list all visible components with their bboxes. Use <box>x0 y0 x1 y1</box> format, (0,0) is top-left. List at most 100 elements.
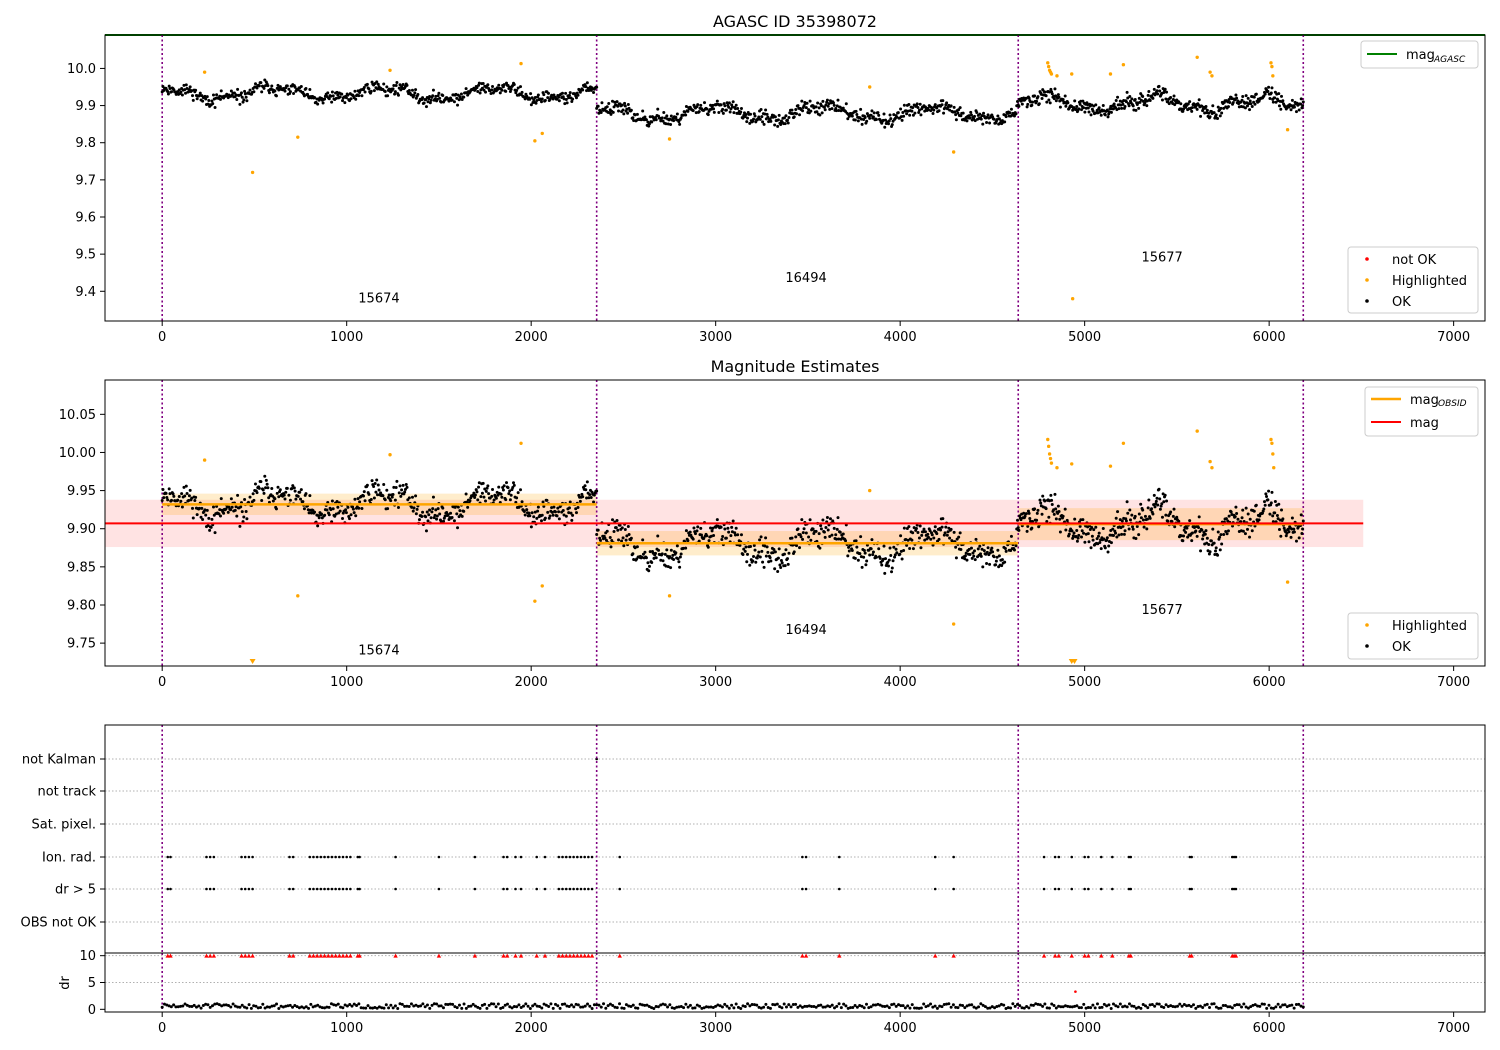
ok-point <box>733 533 737 537</box>
ok-point <box>1214 546 1218 550</box>
ok-point <box>905 112 909 116</box>
ok-point <box>717 111 721 115</box>
ok-point <box>481 82 485 86</box>
ok-point <box>316 524 320 528</box>
ok-point <box>724 536 728 540</box>
ok-point <box>588 493 592 497</box>
ok-point <box>694 111 698 115</box>
dr-point <box>631 1003 635 1007</box>
ok-point <box>625 107 629 111</box>
ok-point <box>475 86 479 90</box>
ok-point <box>721 107 725 111</box>
ok-point <box>761 120 765 124</box>
flag-point <box>208 887 212 891</box>
ok-point <box>259 81 263 85</box>
ok-point <box>1089 113 1093 117</box>
ok-point <box>890 123 894 127</box>
y-tick-label: 9.90 <box>67 522 96 537</box>
dr-point <box>583 1004 587 1008</box>
ok-point <box>898 552 902 556</box>
ok-point <box>982 111 986 115</box>
ok-point <box>363 90 367 94</box>
ok-point <box>392 485 396 489</box>
dr-point <box>1178 1002 1182 1006</box>
ok-point <box>610 539 614 543</box>
ok-point <box>344 511 348 515</box>
dr-point <box>1150 1002 1154 1006</box>
ok-point <box>483 487 487 491</box>
dr-point <box>1262 1002 1266 1006</box>
ok-point <box>484 489 488 493</box>
ok-point <box>979 117 983 121</box>
ok-point <box>477 485 481 489</box>
ok-point <box>1277 502 1281 506</box>
dr-point <box>261 1002 265 1006</box>
ok-point <box>661 559 665 563</box>
ok-point <box>874 555 878 559</box>
ok-point <box>1166 519 1170 523</box>
ok-point <box>523 513 527 517</box>
dr-point <box>588 1004 592 1008</box>
ok-point <box>410 88 414 92</box>
flag-point <box>502 887 505 891</box>
flag-point <box>308 855 312 859</box>
y-tick-label: 9.80 <box>67 598 96 613</box>
ok-point <box>943 106 947 110</box>
ok-point <box>198 94 202 98</box>
ok-point <box>757 550 761 554</box>
ok-point <box>264 478 268 482</box>
ok-point <box>688 530 692 534</box>
ok-point <box>1134 108 1138 112</box>
ok-point <box>1083 540 1087 544</box>
ok-point <box>631 552 635 556</box>
dr-point <box>275 1002 279 1006</box>
ok-point <box>1172 94 1176 98</box>
ok-point <box>166 90 170 94</box>
ok-point <box>1095 537 1099 541</box>
dr-clipped-marker <box>575 953 580 958</box>
ok-point <box>996 114 1000 118</box>
ok-point <box>184 83 188 87</box>
dr-point <box>366 1004 370 1008</box>
obsid-label: 15677 <box>1141 251 1182 266</box>
ok-point <box>391 492 395 496</box>
ok-point <box>491 84 495 88</box>
ok-point <box>937 537 941 541</box>
ok-point <box>474 488 478 492</box>
dr-point <box>826 1004 830 1008</box>
ok-point <box>872 111 876 115</box>
ok-point <box>847 114 851 118</box>
ok-point <box>363 499 367 503</box>
ok-point <box>435 514 439 518</box>
ok-point <box>1077 533 1081 537</box>
ok-point <box>1066 101 1070 105</box>
flag-point <box>291 855 295 859</box>
ok-point <box>769 119 773 123</box>
ok-point <box>326 91 330 95</box>
ok-point <box>963 554 967 558</box>
flag-point <box>1099 887 1103 891</box>
ok-point <box>772 548 776 552</box>
dr-point <box>519 1005 523 1009</box>
highlighted-point <box>1210 466 1214 470</box>
ok-point <box>893 553 897 557</box>
dr-point <box>521 1004 525 1008</box>
dr-clipped-marker <box>340 953 346 958</box>
ok-point <box>779 558 783 562</box>
ok-point <box>633 546 637 550</box>
ok-point <box>278 488 282 492</box>
dr-point <box>1091 1003 1095 1007</box>
ok-point <box>913 111 917 115</box>
ok-point <box>1135 524 1139 528</box>
dr-point <box>236 1005 240 1009</box>
ok-point <box>299 497 303 501</box>
ok-point <box>271 499 275 503</box>
ok-point <box>304 86 308 90</box>
legend-marker <box>1365 623 1369 627</box>
ok-point <box>1019 518 1023 522</box>
ok-point <box>242 98 246 102</box>
dr-point <box>949 1005 953 1009</box>
dr-point <box>768 1006 772 1010</box>
dr-point <box>821 1005 825 1009</box>
ok-point <box>954 556 958 560</box>
